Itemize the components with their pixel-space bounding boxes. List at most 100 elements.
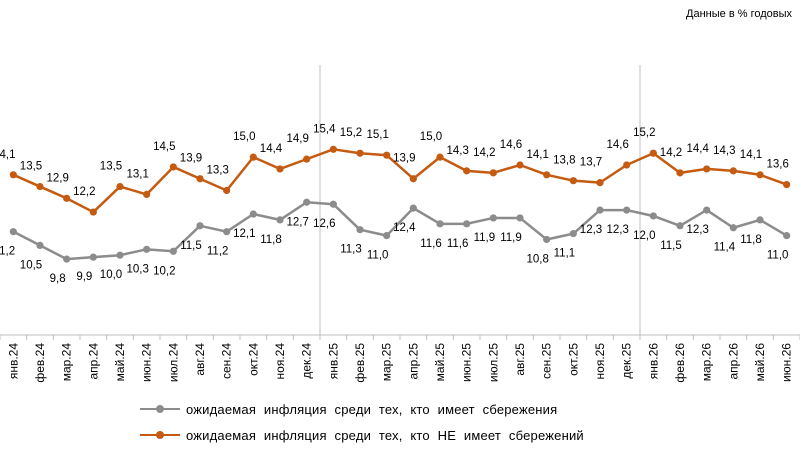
point-savers [676,222,684,230]
point-non-savers [383,151,391,159]
data-label-savers: 11,8 [260,234,282,246]
x-tick-label: апр.25 [406,343,420,380]
data-label-non-savers: 14,4 [686,143,709,155]
data-label-savers: 12,4 [393,222,416,234]
x-tick-label: апр.24 [86,343,100,380]
point-non-savers [223,186,231,195]
data-label-non-savers: 12,2 [73,186,95,198]
data-label-savers: 11,5 [660,240,682,252]
point-non-savers [9,171,17,179]
data-label-savers: 9,8 [50,273,66,285]
point-non-savers [729,167,737,175]
point-savers [649,212,657,220]
x-tick-label: июн.25 [460,343,474,382]
point-savers [89,253,97,261]
data-label-savers: 10,0 [100,269,122,281]
point-non-savers [303,155,311,163]
data-label-non-savers: 13,5 [100,161,122,173]
x-tick-label: май.24 [113,343,127,382]
data-label-non-savers: 14,2 [473,147,495,159]
legend-item-non-savers: ожидаемая инфляция среди тех, кто НЕ име… [140,422,584,448]
point-non-savers [143,190,151,199]
data-label-non-savers: 13,8 [553,155,575,167]
point-savers [303,198,311,206]
data-label-savers: 11,0 [767,250,789,262]
point-non-savers [276,165,284,173]
point-savers [783,231,791,240]
x-tick-label: окт.24 [246,343,260,376]
data-label-savers: 9,9 [76,271,92,283]
data-label-non-savers: 14,5 [153,141,175,153]
data-label-non-savers: 12,9 [46,172,68,184]
x-tick-label: фев.24 [33,343,47,383]
data-label-savers: 10,5 [20,259,42,271]
data-label-non-savers: 15,0 [233,131,255,143]
x-tick-label: мар.24 [60,343,74,382]
point-savers [729,224,737,232]
x-tick-label: май.26 [753,343,767,382]
x-tick-label: сен.24 [220,343,234,379]
x-tick-label: окт.25 [566,343,580,376]
data-label-non-savers: 15,1 [366,129,388,141]
data-label-savers: 12,3 [686,224,708,236]
data-label-non-savers: 13,3 [206,164,228,176]
data-label-savers: 10,3 [126,263,148,275]
data-label-non-savers: 13,1 [126,168,148,180]
point-savers [596,206,604,214]
data-label-non-savers: 14,9 [286,133,308,145]
point-savers [276,216,284,224]
data-label-non-savers: 14,6 [606,139,628,151]
point-non-savers [89,208,97,216]
point-savers [409,204,417,212]
point-savers [36,241,44,249]
data-label-non-savers: 14,3 [446,145,468,157]
data-label-non-savers: 13,9 [393,153,415,165]
data-label-savers: 12,0 [633,230,655,242]
data-label-non-savers: 13,5 [20,161,42,173]
point-non-savers [623,161,631,169]
point-non-savers [489,169,497,177]
legend-swatch-non-savers [140,431,180,439]
x-tick-label: май.25 [433,343,447,382]
point-non-savers [63,194,71,202]
data-label-non-savers: 15,2 [340,127,362,139]
data-label-non-savers: 14,1 [526,149,548,161]
x-tick-label: сен.25 [540,343,554,379]
point-non-savers [543,171,551,179]
data-label-non-savers: 15,4 [313,123,336,135]
legend-swatch-savers [140,405,180,413]
data-label-non-savers: 14,4 [260,143,283,155]
x-tick-label: июн.26 [780,343,794,382]
point-non-savers [463,167,471,175]
data-label-savers: 11,6 [420,238,442,250]
point-savers [543,235,551,244]
point-savers [569,230,577,238]
series-line-savers [12,201,788,261]
data-label-non-savers: 14,1 [0,149,16,161]
x-tick-label: июл.25 [486,343,500,382]
point-non-savers [36,182,44,191]
point-savers [143,245,151,253]
point-savers [223,228,231,236]
point-savers [463,220,471,228]
x-tick-label: ноя.25 [593,343,607,380]
x-tick-label: июн.24 [140,343,154,382]
point-non-savers [436,153,444,161]
x-tick-label: янв.25 [326,343,340,380]
x-tick-label: мар.26 [700,343,714,382]
point-non-savers [649,149,657,157]
point-non-savers [116,182,124,191]
x-tick-label: авг.24 [193,343,207,376]
x-tick-label: фев.25 [353,343,367,383]
x-tick-label: мар.25 [380,343,394,382]
point-savers [249,210,257,218]
data-label-savers: 11,8 [740,234,762,246]
x-tick-label: дек.25 [620,343,634,379]
data-label-savers: 11,0 [367,250,389,262]
data-label-savers: 11,9 [500,232,522,244]
point-non-savers [783,181,791,189]
point-non-savers [409,175,417,183]
data-label-savers: 11,4 [714,242,736,254]
point-non-savers [569,177,577,185]
x-tick-label: авг.25 [513,343,527,376]
